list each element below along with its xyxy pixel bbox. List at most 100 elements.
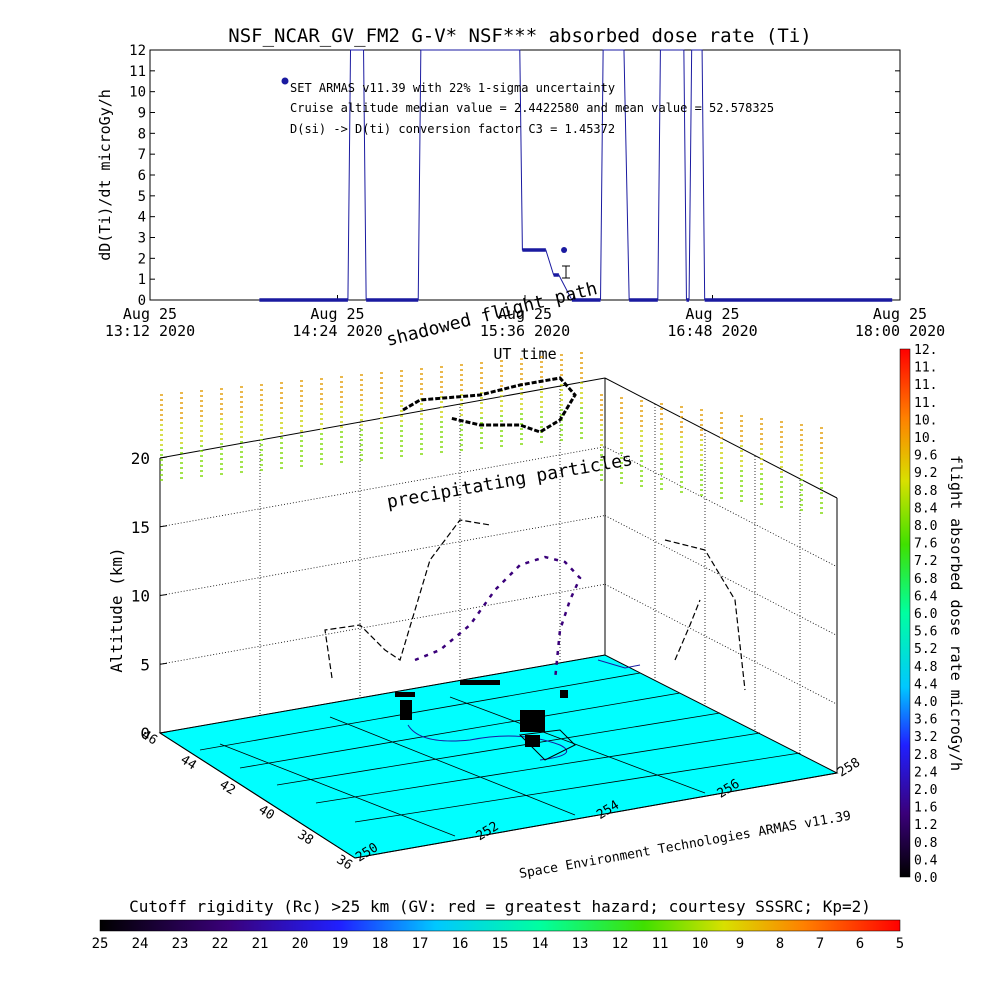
rigidity-tick-label: 20 (292, 936, 309, 952)
dose-tick-label: 7.6 (914, 537, 937, 552)
annotation-precipitating: precipitating particles (385, 449, 634, 513)
dose-tick-label: 10. (914, 431, 937, 446)
precipitating-particle-field (160, 352, 823, 514)
latitude-tick-label: 40 (256, 802, 277, 823)
altitude-tick-label: 0 (140, 724, 150, 743)
x-tick-time: 14:24 2020 (292, 322, 382, 340)
latitude-tick-label: 38 (295, 827, 316, 848)
y-tick-label: 0 (138, 293, 146, 309)
dose-tick-label: 6.4 (914, 589, 938, 604)
altitude-axis: 0 5 10 15 20 (131, 449, 168, 743)
altitude-gridline (159, 446, 606, 528)
dose-tick-label: 9.2 (914, 466, 937, 481)
latitude-tick-label: 44 (178, 752, 199, 773)
y-tick-label: 6 (138, 168, 146, 184)
altitude-tick (159, 594, 168, 596)
rigidity-colorbar-title: Cutoff rigidity (Rc) >25 km (GV: red = g… (129, 897, 871, 916)
rigidity-tick-label: 13 (572, 936, 589, 952)
y-tick-label: 1 (138, 272, 146, 288)
x-tick-time: 15:36 2020 (480, 322, 570, 340)
dose-tick-label: 10. (914, 413, 937, 428)
flight-path-projection (402, 376, 577, 434)
dose-tick-label: 9.6 (914, 449, 937, 464)
dose-tick-label: 4.8 (914, 660, 937, 675)
ground-features (407, 659, 641, 761)
altitude-gridline (604, 515, 838, 636)
rigidity-tick-label: 14 (532, 936, 549, 952)
rigidity-tick-label: 21 (252, 936, 269, 952)
latitude-axis: 36 38 40 42 44 46 (139, 727, 355, 873)
dose-colorbar-label: flight absorbed dose rate microGy/h (947, 455, 965, 771)
dose-tick-label: 4.0 (914, 695, 937, 710)
dose-tick-label: 8.0 (914, 519, 937, 534)
y-tick-label: 9 (138, 106, 146, 122)
dose-tick-label: 1.2 (914, 818, 937, 833)
altitude-axis-label: Altitude (km) (107, 547, 126, 672)
altitude-tick (159, 731, 168, 734)
dose-colorbar (899, 348, 911, 878)
y-tick-label: 11 (129, 64, 146, 80)
dose-tick-label: 3.6 (914, 713, 937, 728)
dose-tick-label: 8.8 (914, 484, 937, 499)
flight-ground-shadow (395, 680, 568, 747)
rigidity-tick-label: 17 (412, 936, 429, 952)
legend-marker (281, 77, 289, 85)
y-tick-label: 8 (138, 126, 146, 142)
rigidity-tick-label: 19 (332, 936, 349, 952)
annotation-armas-version: SET ARMAS v11.39 with 22% 1-sigma uncert… (290, 81, 615, 95)
rigidity-tick-label: 8 (776, 936, 784, 952)
top-chart-title: NSF_NCAR_GV_FM2 G-V* NSF*** absorbed dos… (228, 25, 811, 47)
dose-tick-label: 8.4 (914, 501, 938, 516)
y-tick-label: 5 (138, 189, 146, 205)
dose-colorbar-ticks: 0.0 0.4 0.8 1.2 1.6 2.0 2.4 2.8 3.2 3.6 4.0 4.4 4.8 5… (914, 343, 938, 886)
annotation-conversion-factor: D(si) -> D(ti) conversion factor C3 = 1.… (290, 122, 615, 136)
x-tick-date: Aug 25 (123, 305, 177, 323)
y-tick-label: 7 (138, 147, 146, 163)
rigidity-colorbar-ticks: 25 24 23 22 21 20 19 18 17 16 15 14 13 12 11 10 9 8 7 6 5 (92, 936, 905, 952)
dose-rate-point (561, 247, 568, 253)
dose-tick-label: 11. (914, 378, 937, 393)
box-front-frame (159, 732, 838, 859)
rigidity-tick-label: 6 (856, 936, 864, 952)
rigidity-tick-label: 18 (372, 936, 389, 952)
x-tick-date: Aug 25 (310, 305, 364, 323)
x-tick-time: 13:12 2020 (105, 322, 195, 340)
rigidity-tick-label: 23 (172, 936, 189, 952)
annotation-cruise-altitude: Cruise altitude median value = 2.4422580… (290, 101, 774, 115)
dose-tick-label: 11. (914, 396, 937, 411)
rigidity-tick-label: 22 (212, 936, 229, 952)
altitude-tick-label: 10 (131, 587, 150, 606)
latitude-tick-label: 42 (217, 777, 238, 798)
dose-tick-label: 2.0 (914, 783, 937, 798)
dose-tick-label: 6.8 (914, 572, 937, 587)
dose-tick-label: 11. (914, 361, 937, 376)
dose-tick-label: 7.2 (914, 554, 937, 569)
shadowed-flight-path (324, 519, 746, 691)
dose-tick-label: 3.2 (914, 730, 937, 745)
x-tick-time: 18:00 2020 (855, 322, 945, 340)
back-wall-verticals (259, 386, 801, 754)
rigidity-colorbar (99, 919, 901, 932)
x-tick-date: Aug 25 (685, 305, 739, 323)
error-bar (562, 265, 570, 279)
altitude-tick-label: 5 (140, 655, 150, 674)
dose-tick-label: 1.6 (914, 801, 937, 816)
rigidity-tick-label: 9 (736, 936, 744, 952)
top-x-axis-label: UT time (493, 345, 556, 363)
dose-tick-label: 0.4 (914, 853, 938, 868)
altitude-tick (159, 525, 168, 528)
latitude-tick-label: 36 (334, 852, 355, 873)
altitude-gridlines (159, 446, 838, 705)
top-y-axis-label: dD(Ti)/dt microGy/h (96, 89, 114, 261)
altitude-gridline (159, 583, 606, 665)
dose-tick-label: 5.2 (914, 642, 937, 657)
dose-tick-label: 0.0 (914, 871, 937, 886)
y-tick-label: 3 (138, 231, 146, 247)
rigidity-tick-label: 10 (692, 936, 709, 952)
altitude-tick (159, 456, 168, 459)
altitude-tick (159, 662, 168, 665)
ground-grid (159, 654, 801, 837)
